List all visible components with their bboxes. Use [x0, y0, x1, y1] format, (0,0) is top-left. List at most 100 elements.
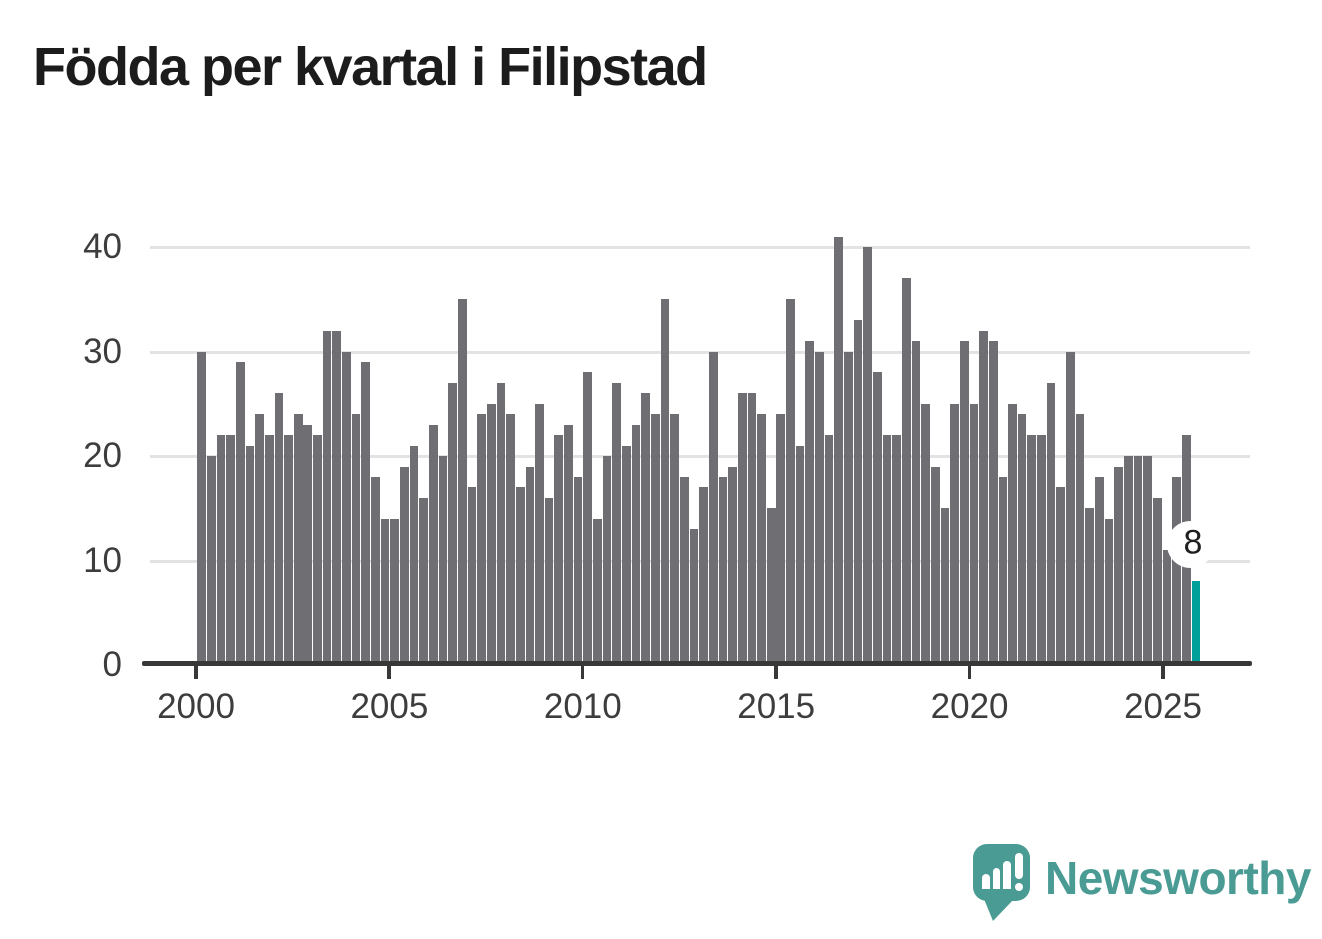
bar	[901, 278, 911, 666]
bar	[380, 518, 390, 666]
bar	[573, 476, 583, 666]
bar	[322, 330, 332, 666]
gridline	[150, 455, 1250, 458]
bar	[718, 476, 728, 666]
bar	[255, 414, 264, 666]
y-tick-label: 20	[83, 436, 122, 475]
bar	[650, 414, 660, 666]
bar	[583, 372, 593, 666]
bar	[1046, 382, 1056, 666]
x-tick-label: 2015	[737, 687, 816, 726]
bar	[1114, 466, 1124, 666]
bar	[815, 351, 824, 666]
bar	[921, 403, 930, 667]
exclamation-dot-icon	[1014, 883, 1023, 891]
bar	[457, 299, 467, 667]
gridline	[150, 350, 1250, 354]
bar	[448, 382, 457, 666]
bar	[641, 393, 651, 666]
bar	[1104, 518, 1114, 666]
bar	[428, 424, 438, 666]
bar	[361, 362, 371, 666]
x-tick-label: 2000	[157, 687, 235, 726]
bar	[969, 403, 979, 667]
bar	[1133, 456, 1143, 666]
bar	[959, 341, 969, 666]
bar	[776, 414, 786, 666]
bar	[873, 372, 882, 666]
bar	[544, 497, 554, 666]
x-tick	[580, 666, 585, 679]
bar	[235, 362, 245, 666]
bar	[226, 435, 235, 666]
bar-highlighted	[1191, 581, 1201, 666]
bar	[245, 445, 255, 666]
bar	[1066, 351, 1075, 666]
annotation-halo	[1167, 520, 1215, 568]
bar	[602, 456, 612, 666]
bar	[293, 414, 303, 666]
chart-title: Födda per kvartal i Filipstad	[33, 37, 708, 97]
bar	[737, 393, 747, 666]
bar	[409, 445, 419, 666]
x-tick	[967, 666, 972, 679]
mini-chart-bar-icon	[982, 874, 990, 889]
bar	[689, 529, 699, 666]
bar	[564, 424, 573, 666]
bar	[882, 435, 892, 666]
bar	[950, 403, 959, 667]
bar	[535, 403, 544, 667]
bar	[612, 382, 622, 666]
mini-chart-bar-icon	[1003, 861, 1011, 889]
bar	[699, 487, 708, 666]
bar	[303, 424, 313, 666]
bar	[631, 424, 641, 666]
bar	[477, 414, 486, 666]
bar	[670, 414, 679, 666]
gridline	[150, 246, 1250, 249]
bar	[805, 341, 815, 666]
bar	[486, 403, 496, 667]
bar	[1152, 497, 1162, 666]
bar	[766, 508, 776, 667]
bar	[824, 435, 834, 666]
bar	[853, 320, 863, 666]
bar	[1172, 476, 1181, 666]
bar	[274, 393, 284, 666]
bar	[1095, 476, 1104, 666]
bar	[593, 518, 602, 666]
speech-bubble-tail-icon	[984, 899, 1014, 921]
x-axis-line	[142, 661, 1252, 666]
bar	[419, 497, 428, 666]
x-tick-label: 2010	[543, 687, 622, 726]
bar	[206, 456, 216, 666]
bar	[284, 435, 293, 666]
bar	[506, 414, 515, 666]
bar	[264, 435, 274, 666]
bar	[863, 247, 873, 666]
bar	[1085, 508, 1095, 667]
bar	[844, 351, 853, 666]
bar	[1123, 456, 1133, 666]
x-tick-label: 2025	[1124, 687, 1202, 726]
bar	[342, 351, 351, 666]
bar	[525, 466, 535, 666]
bar	[834, 236, 844, 666]
bar	[940, 508, 950, 667]
bar	[708, 351, 718, 666]
y-tick-label: 0	[102, 645, 122, 684]
y-tick-label: 10	[83, 540, 122, 580]
bar	[1017, 414, 1027, 666]
bar	[757, 414, 766, 666]
bar	[728, 466, 737, 666]
x-tick	[1161, 666, 1165, 679]
bar	[313, 435, 322, 666]
speech-bubble-icon	[973, 844, 1030, 901]
exclamation-icon	[1014, 853, 1023, 879]
bar	[390, 518, 400, 666]
bar	[911, 341, 921, 666]
bar	[930, 466, 940, 666]
bar	[554, 435, 564, 666]
bar	[1162, 550, 1172, 666]
x-tick-label: 2005	[350, 687, 429, 726]
